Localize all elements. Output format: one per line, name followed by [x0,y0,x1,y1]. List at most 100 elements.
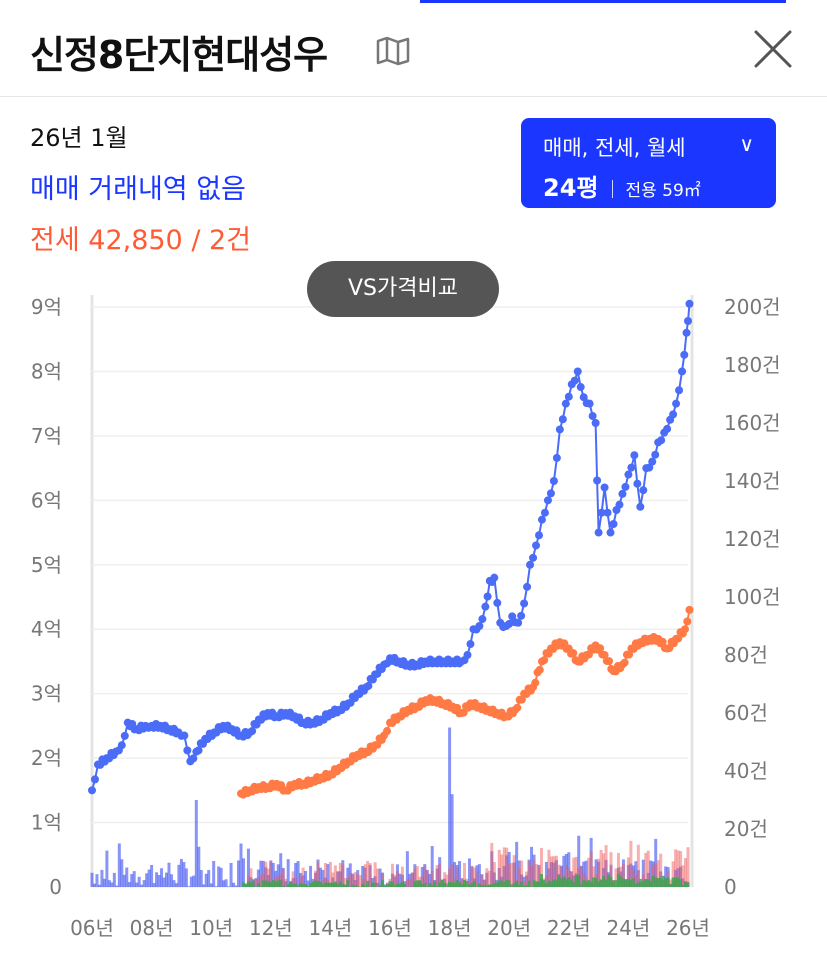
rent-volume-bar [323,882,327,887]
jeonse-volume-bar [361,879,365,887]
sale-point [529,553,538,562]
jeonse-volume-bar [341,864,345,887]
jeonse-volume-bar [574,856,578,887]
y-left-tick-label: 5억 [31,553,62,577]
jeonse-volume-bar [681,865,685,887]
page-title: 신정8단지현대성우 [30,33,328,77]
rent-volume-bar [626,879,630,887]
rent-volume-bar [336,884,340,887]
sale-point [615,500,624,509]
sale-volume-bar [100,869,104,887]
jeonse-point [658,637,667,646]
sale-volume-bar [125,867,129,887]
rent-volume-bar [351,884,355,887]
map-icon[interactable] [376,36,410,66]
sale-point [573,367,582,376]
y-right-tick-label: 200건 [724,295,781,319]
sale-volume-bar [130,874,134,887]
jeonse-volume-bar [393,874,397,887]
sale-point [88,786,96,795]
rent-volume-bar [599,879,603,887]
rent-volume-bar [495,882,499,887]
sale-point [537,515,546,524]
rent-volume-bar [515,881,519,887]
sale-point [552,453,561,462]
rent-volume-bar [353,885,357,887]
y-right-tick-label: 140건 [724,469,781,493]
rent-volume-bar [544,883,548,887]
jeonse-volume-bar [376,868,380,887]
sale-volume-bar [107,880,111,887]
sale-volume-bar [664,866,668,887]
sale-volume-bar [187,886,191,887]
rent-volume-bar [502,881,506,887]
jeonse-volume-bar [497,849,501,887]
rent-volume-bar [393,885,397,887]
jeonse-volume-bar [592,866,596,887]
sale-volume-bar [142,880,146,887]
sale-volume-bar [217,866,221,887]
sale-volume-bar [132,871,136,887]
sale-volume-bar [641,859,645,887]
rent-volume-bar [291,884,295,887]
jeonse-volume-bar [269,861,273,887]
sale-point [508,612,517,621]
vs-compare-button[interactable]: VS가격비교 [307,261,499,317]
rent-volume-bar [269,882,273,887]
rent-volume-bar [246,881,250,887]
jeonse-volume-bar [373,862,377,887]
sale-point [675,386,684,395]
rent-volume-bar [321,884,325,887]
sale-volume-bar [219,867,223,887]
rent-volume-bar [507,880,511,887]
sale-volume-bar [405,851,409,887]
sale-volume-bar [261,860,265,887]
sale-point [618,489,627,498]
jeonse-volume-bar [589,851,593,887]
jeonse-volume-bar [522,881,526,887]
jeonse-volume-bar [331,872,335,887]
sale-volume-bar [398,873,402,887]
rent-volume-bar [274,881,278,887]
rent-volume-bar [517,884,521,887]
jeonse-point [605,657,614,666]
rent-volume-bar [477,883,481,887]
sale-volume-bar [467,858,471,887]
rent-volume-bar [649,881,653,887]
jeonse-volume-bar [455,866,459,887]
separator [612,180,614,198]
jeonse-volume-bar [532,860,536,887]
deal-type-filter-button[interactable]: 매매, 전세, 월세 ∨ 24평 전용 59㎡ [521,118,776,208]
x-tick-label: 08년 [130,916,174,940]
price-chart: 0 1억 2억 3억 4억 5억 6억 7억 8억 9억 0 20건 40건 60건 80건 100건 120건… [31,295,781,940]
sale-volume-bar [306,880,310,887]
jeonse-volume-bar [644,852,648,887]
x-tick-label: 24년 [606,916,650,940]
sale-point [639,486,648,495]
sale-volume-bar [361,865,365,887]
jeonse-volume-bar [343,878,347,887]
sale-volume-bar [122,874,126,887]
close-icon[interactable] [752,28,794,70]
jeonse-volume-bar [490,842,494,887]
sale-point [490,573,499,582]
rent-volume-bar [455,879,459,887]
sale-volume-bar [224,879,228,887]
sale-point [558,415,567,424]
jeonse-volume-bar [505,847,509,887]
rent-volume-bar [428,883,432,887]
sale-volume-bar [169,874,173,887]
jeonse-point [383,727,392,736]
rent-volume-bar [679,879,683,887]
y-right-tick-label: 100건 [724,585,781,609]
rent-volume-bar [594,878,598,887]
sale-point [685,299,694,308]
jeonse-volume-bar [338,862,342,887]
jeonse-volume-bar [356,874,360,887]
jeonse-volume-bar [656,860,660,887]
volume-bars [90,727,690,887]
rent-volume-bar [256,883,260,887]
sale-volume-bar [304,870,308,887]
sale-volume-bar [167,862,171,887]
jeonse-volume-bar [676,850,680,887]
